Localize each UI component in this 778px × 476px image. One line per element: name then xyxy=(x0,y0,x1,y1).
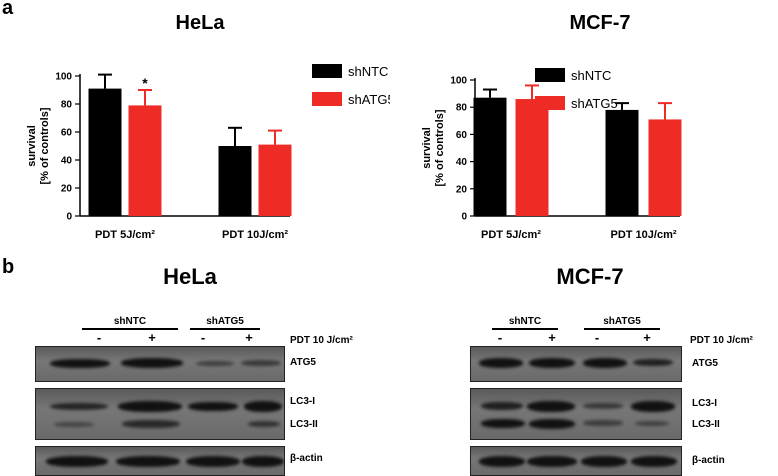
blot-strip-lc3-mcf7 xyxy=(470,388,682,440)
y-tick-label: 60 xyxy=(456,130,468,141)
group-label-shntc: shNTC xyxy=(113,316,147,327)
significance-marker: * xyxy=(142,75,148,91)
panel-letter-a: a xyxy=(2,0,14,19)
protein-label-lc3-ii: LC3-II xyxy=(290,419,318,430)
protein-label-lc3-i: LC3-I xyxy=(290,396,315,407)
protein-label-beta-actin: β-actin xyxy=(692,455,725,466)
blot-title-hela: HeLa xyxy=(163,264,217,289)
bar-shatg5 xyxy=(128,105,162,216)
bar-shntc xyxy=(88,88,122,216)
treatment-label: PDT 10 J/cm² xyxy=(690,335,753,346)
y-tick-label: 0 xyxy=(461,212,467,223)
group-line-shntc xyxy=(82,328,178,330)
bar-shntc xyxy=(473,97,507,216)
panel-letter-b: b xyxy=(2,256,15,278)
protein-label-atg5: ATG5 xyxy=(290,357,316,368)
legend-swatch-shatg5 xyxy=(312,92,342,106)
bar-chart-mcf7: 0 20 40 60 80 100 survival[% of controls] PDT 5… xyxy=(421,68,682,241)
group-line-shntc xyxy=(492,328,558,330)
bar-shntc xyxy=(605,109,639,216)
y-tick-label: 40 xyxy=(61,156,73,167)
y-tick-label: 20 xyxy=(61,184,73,195)
legend-label: shNTC xyxy=(348,64,388,79)
blot-strip-actin-mcf7 xyxy=(470,446,682,476)
bar-shatg5 xyxy=(648,119,682,216)
blot-strip-atg5-hela xyxy=(35,346,285,382)
protein-label-lc3-ii: LC3-II xyxy=(692,419,720,430)
blot-strip-lc3-hela xyxy=(35,388,285,440)
group-label-shatg5: shATG5 xyxy=(603,316,641,327)
lane-sign: - xyxy=(497,330,503,345)
y-tick-label: 20 xyxy=(456,184,468,195)
x-tick-label: PDT 5J/cm² xyxy=(481,229,541,241)
protein-label-atg5: ATG5 xyxy=(692,358,718,369)
bar-shntc xyxy=(218,146,252,216)
protein-label-beta-actin: β-actin xyxy=(290,453,323,464)
treatment-label: PDT 10 J/cm² xyxy=(290,335,353,346)
bar-shatg5 xyxy=(515,99,549,216)
chart-title-hela: HeLa xyxy=(175,12,225,34)
lane-sign: - xyxy=(200,330,206,345)
blot-title-mcf7: MCF-7 xyxy=(556,264,624,289)
y-axis-label: survival[% of controls] xyxy=(26,107,51,184)
y-tick-label: 60 xyxy=(61,128,73,139)
y-tick-label: 80 xyxy=(456,103,468,114)
blot-strip-atg5-mcf7 xyxy=(470,346,682,382)
legend-label: shNTC xyxy=(571,68,611,83)
legend-label: shATG5 xyxy=(571,96,618,111)
x-tick-label: PDT 10J/cm² xyxy=(610,229,676,241)
protein-label-lc3-i: LC3-I xyxy=(692,398,717,409)
lane-sign: + xyxy=(148,330,156,345)
group-line-shatg5 xyxy=(584,328,660,330)
y-axis-label: survival[% of controls] xyxy=(421,109,446,186)
blot-strip-actin-hela xyxy=(35,446,285,476)
bar-chart-hela: 0 20 40 60 80 100 survival[% of controls] * PDT … xyxy=(26,64,390,241)
lane-sign: - xyxy=(96,330,102,345)
group-line-shatg5 xyxy=(190,328,260,330)
legend-swatch-shntc xyxy=(535,68,565,82)
lane-sign: + xyxy=(245,330,253,345)
x-tick-label: PDT 5J/cm² xyxy=(95,229,155,241)
lane-sign: + xyxy=(643,330,651,345)
y-tick-label: 80 xyxy=(61,100,73,111)
legend-swatch-shntc xyxy=(312,64,342,78)
y-tick-label: 100 xyxy=(450,76,467,87)
lane-sign: - xyxy=(594,330,600,345)
y-tick-label: 100 xyxy=(55,72,72,83)
group-label-shntc: shNTC xyxy=(508,316,542,327)
bar-shatg5 xyxy=(258,144,292,216)
chart-title-mcf7: MCF-7 xyxy=(569,12,631,34)
x-tick-label: PDT 10J/cm² xyxy=(222,229,288,241)
y-tick-label: 0 xyxy=(66,212,72,223)
group-label-shatg5: shATG5 xyxy=(206,316,244,327)
lane-sign: + xyxy=(548,330,556,345)
legend-label: shATG5 xyxy=(348,92,390,107)
legend-swatch-shatg5 xyxy=(535,96,565,110)
y-tick-label: 40 xyxy=(456,157,468,168)
